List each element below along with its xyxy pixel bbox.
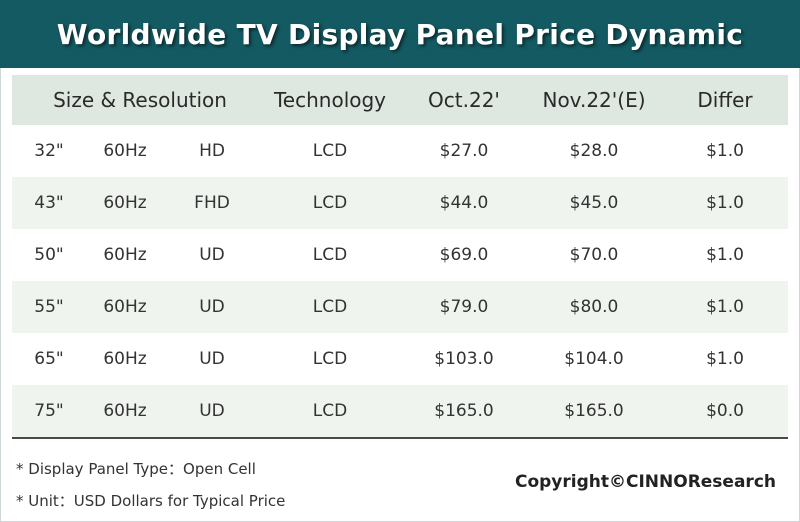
table-row: 75" 60Hz UD LCD $165.0 $165.0 $0.0	[12, 385, 788, 437]
cell-nov-price: $80.0	[569, 297, 619, 317]
cell-resolution: HD	[199, 141, 225, 161]
header-size-resolution: Size & Resolution	[53, 88, 227, 112]
cell-differ: $1.0	[706, 297, 744, 317]
cell-differ: $1.0	[706, 245, 744, 265]
cell-technology: LCD	[312, 141, 348, 161]
note-panel-type: * Display Panel Type：Open Cell	[16, 460, 256, 478]
header-technology: Technology	[273, 88, 387, 112]
cell-resolution: UD	[199, 245, 225, 265]
price-table: Size & Resolution Technology Oct.22' Nov…	[12, 75, 788, 437]
cell-oct-price: $44.0	[439, 193, 489, 213]
cell-differ: $0.0	[706, 401, 744, 421]
cell-size: 43"	[34, 193, 64, 213]
table-header-row: Size & Resolution Technology Oct.22' Nov…	[12, 75, 788, 125]
title-bar: Worldwide TV Display Panel Price Dynamic	[0, 0, 800, 68]
table-row: 32" 60Hz HD LCD $27.0 $28.0 $1.0	[12, 125, 788, 177]
cell-differ: $1.0	[706, 349, 744, 369]
cell-nov-price: $28.0	[569, 141, 619, 161]
cell-oct-price: $79.0	[439, 297, 489, 317]
cell-resolution: UD	[199, 297, 225, 317]
cell-refresh-rate: 60Hz	[103, 297, 147, 317]
table-row: 43" 60Hz FHD LCD $44.0 $45.0 $1.0	[12, 177, 788, 229]
cell-oct-price: $69.0	[439, 245, 489, 265]
cell-resolution: FHD	[194, 193, 230, 213]
cell-technology: LCD	[312, 245, 348, 265]
cell-differ: $1.0	[706, 193, 744, 213]
header-differ: Differ	[697, 88, 753, 112]
cell-refresh-rate: 60Hz	[103, 349, 147, 369]
cell-technology: LCD	[312, 193, 348, 213]
table-bottom-divider	[12, 437, 788, 439]
header-nov: Nov.22'(E)	[542, 88, 646, 112]
header-oct: Oct.22'	[428, 88, 500, 112]
cell-oct-price: $27.0	[439, 141, 489, 161]
table-row: 50" 60Hz UD LCD $69.0 $70.0 $1.0	[12, 229, 788, 281]
cell-refresh-rate: 60Hz	[103, 141, 147, 161]
cell-nov-price: $165.0	[564, 401, 624, 421]
cell-technology: LCD	[312, 401, 348, 421]
table-row: 55" 60Hz UD LCD $79.0 $80.0 $1.0	[12, 281, 788, 333]
note-unit: * Unit：USD Dollars for Typical Price	[16, 492, 286, 510]
cell-size: 65"	[34, 349, 64, 369]
cell-resolution: UD	[199, 349, 225, 369]
page-title: Worldwide TV Display Panel Price Dynamic	[56, 17, 744, 51]
cell-resolution: UD	[199, 401, 225, 421]
cell-refresh-rate: 60Hz	[103, 245, 147, 265]
cell-refresh-rate: 60Hz	[103, 193, 147, 213]
cell-size: 32"	[34, 141, 64, 161]
cell-oct-price: $165.0	[434, 401, 494, 421]
cell-nov-price: $70.0	[569, 245, 619, 265]
cell-nov-price: $104.0	[564, 349, 624, 369]
cell-oct-price: $103.0	[434, 349, 494, 369]
cell-differ: $1.0	[706, 141, 744, 161]
table-row: 65" 60Hz UD LCD $103.0 $104.0 $1.0	[12, 333, 788, 385]
cell-technology: LCD	[312, 297, 348, 317]
cell-refresh-rate: 60Hz	[103, 401, 147, 421]
cell-size: 55"	[34, 297, 64, 317]
cell-nov-price: $45.0	[569, 193, 619, 213]
cell-technology: LCD	[312, 349, 348, 369]
copyright-text: Copyright©CINNOResearch	[514, 472, 776, 492]
cell-size: 75"	[34, 401, 64, 421]
cell-size: 50"	[34, 245, 64, 265]
